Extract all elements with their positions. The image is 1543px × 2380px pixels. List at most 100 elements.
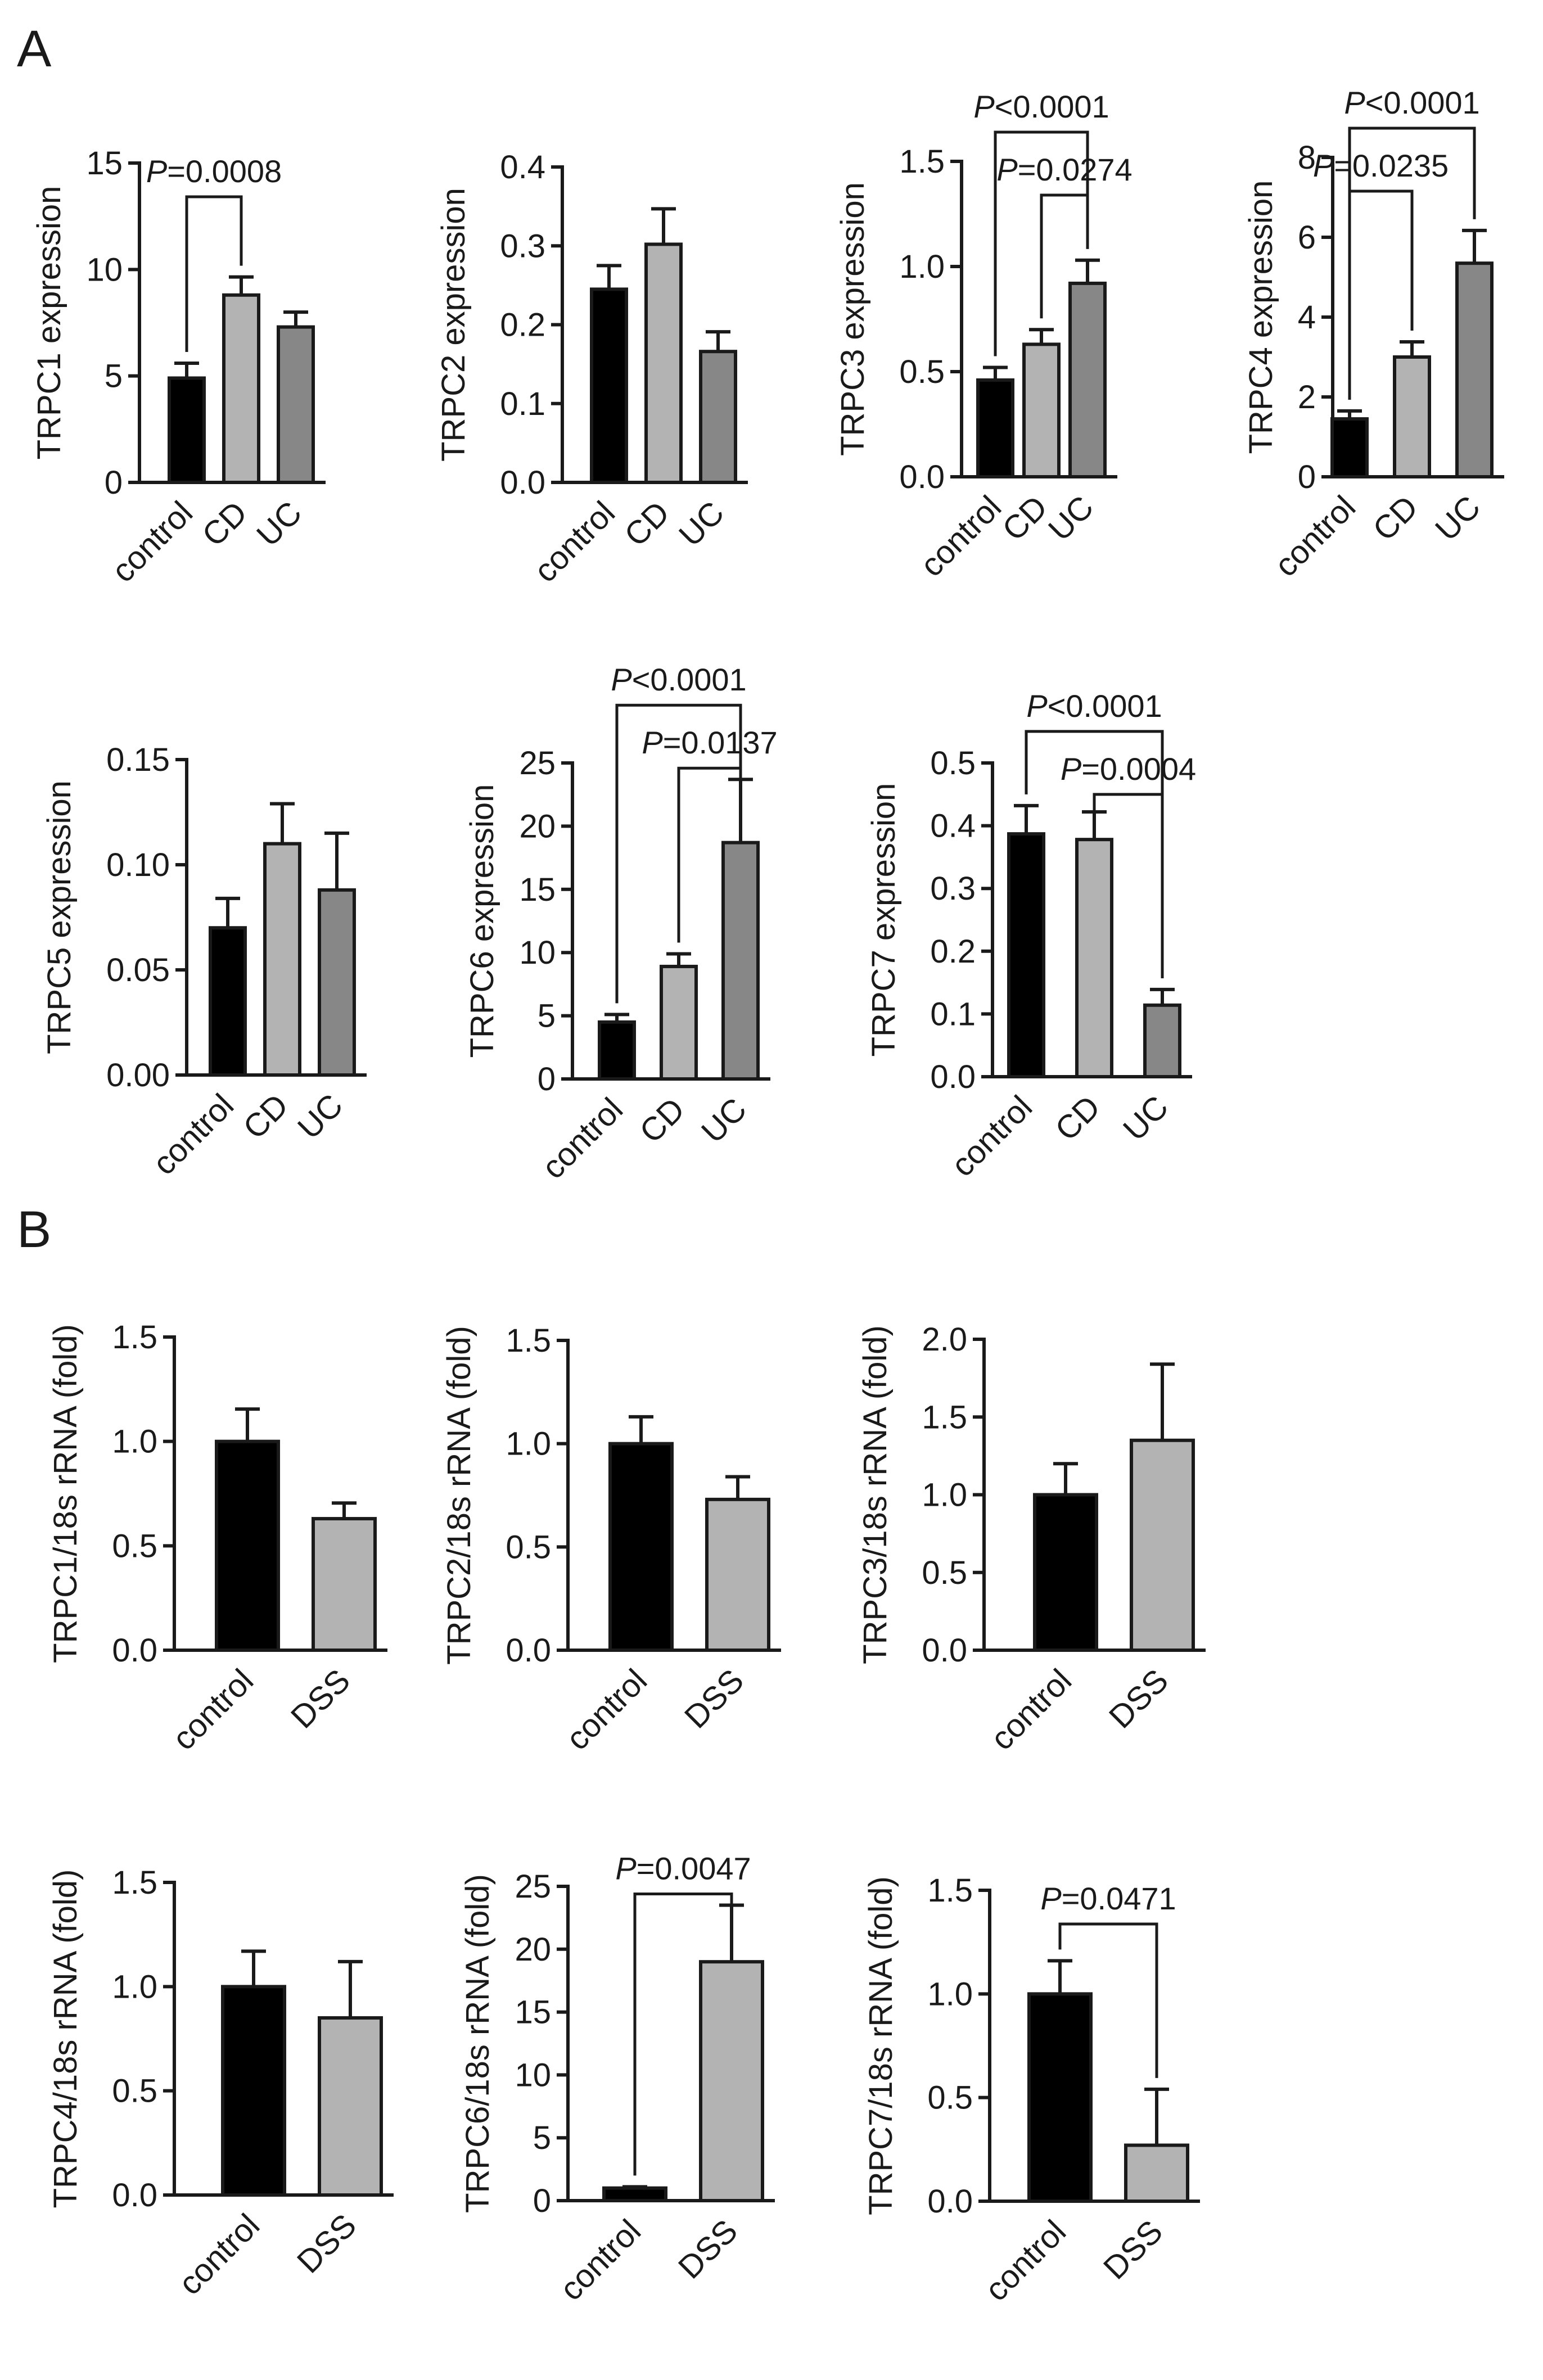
bar-uc (318, 888, 356, 1077)
x-tick-label: CD (1366, 489, 1425, 548)
bar-control (1027, 1992, 1093, 2203)
y-axis-title: TRPC5 expression (41, 780, 78, 1054)
bar-cd (263, 842, 301, 1077)
y-tick-label: 0 (1298, 459, 1316, 495)
bar-control (209, 926, 247, 1077)
bar-dss (312, 1517, 377, 1652)
panel-a-label: A (17, 20, 52, 78)
y-tick-label: 0.0 (930, 1059, 976, 1095)
y-axis-title: TRPC1 expression (31, 186, 67, 460)
y-tick-label: 0.1 (930, 996, 976, 1032)
x-tick-label: control (535, 1091, 630, 1186)
bar-uc (1143, 1003, 1181, 1078)
y-tick-label: 0.3 (930, 870, 976, 907)
significance-label-0: P<0.0001 (1344, 85, 1479, 120)
y-tick-label: 0.5 (927, 2080, 973, 2116)
bar-cd (644, 242, 683, 484)
x-tick-label: UC (694, 1091, 754, 1150)
y-tick-label: 1.5 (506, 1322, 551, 1359)
x-tick-label: control (978, 2213, 1073, 2308)
p-value: =0.0274 (1018, 152, 1133, 187)
y-axis-title: TRPC4 expression (1243, 180, 1279, 454)
y-tick-label: 10 (519, 934, 556, 971)
significance-label-0: P=0.0471 (1040, 1881, 1176, 1916)
x-tick-label: CD (195, 494, 254, 553)
y-tick-label: 15 (86, 145, 123, 182)
significance-label-0: P<0.0001 (611, 662, 746, 697)
bar-cd (660, 964, 698, 1081)
y-tick-label: 0.15 (106, 742, 170, 778)
bar-uc (277, 325, 315, 484)
y-axis-title: TRPC7/18s rRNA (fold) (863, 1876, 899, 2215)
x-tick-label: control (559, 1662, 654, 1757)
y-axis-title: TRPC2/18s rRNA (fold) (441, 1326, 477, 1665)
panel-b-label: B (17, 1201, 51, 1258)
bar-control (976, 378, 1014, 479)
x-tick-label: DSS (1102, 1662, 1175, 1735)
p-value: <0.0001 (995, 89, 1109, 124)
bar-cd (1075, 838, 1113, 1078)
y-tick-label: 1.0 (899, 249, 945, 285)
y-axis-title: TRPC6 expression (464, 784, 500, 1058)
x-tick-label: UC (250, 494, 309, 553)
chart-12: 0 5 10 15 20 25 TRPC6/18s rRNA (fold) control DS… (459, 1851, 775, 2307)
y-tick-label: 1.0 (922, 1477, 967, 1514)
bar-uc (1068, 281, 1107, 478)
significance-bracket (615, 703, 742, 1004)
x-tick-label: control (172, 2207, 267, 2302)
p-symbol: P (615, 1851, 636, 1886)
y-tick-label: 0.0 (112, 2177, 157, 2214)
x-tick-label: control (944, 1089, 1039, 1184)
x-tick-label: DSS (284, 1662, 357, 1735)
p-value: <0.0001 (1048, 688, 1162, 724)
p-symbol: P (973, 89, 994, 124)
y-tick-label: 1.5 (899, 143, 945, 180)
y-tick-label: 0.5 (112, 1528, 157, 1564)
p-value: =0.0047 (637, 1851, 751, 1886)
significance-label-1: P=0.0235 (1313, 148, 1449, 183)
chart-7: 0.0 0.1 0.2 0.3 0.4 0.5 TRPC7 expression contro… (865, 688, 1196, 1184)
x-tick-label: control (105, 494, 200, 589)
bar-control (602, 2186, 667, 2202)
y-tick-label: 0.0 (500, 464, 545, 501)
bar-dss (1130, 1438, 1195, 1652)
significance-label-0: P<0.0001 (1026, 688, 1162, 724)
x-tick-label: control (165, 1662, 260, 1757)
y-tick-label: 0.0 (922, 1632, 967, 1669)
bar-dss (699, 1960, 764, 2202)
y-tick-label: 20 (515, 1931, 551, 1968)
y-tick-label: 0.0 (506, 1632, 551, 1669)
y-tick-label: 0.0 (927, 2183, 973, 2220)
bar-cd (1022, 342, 1061, 478)
x-tick-label: control (1267, 489, 1362, 584)
p-symbol: P (1313, 148, 1334, 183)
significance-label-0: P<0.0001 (973, 89, 1109, 124)
y-tick-label: 1.5 (112, 1319, 157, 1356)
bar-control (590, 287, 628, 484)
bar-uc (721, 841, 760, 1081)
p-value: <0.0001 (632, 662, 747, 697)
y-tick-label: 0.5 (506, 1529, 551, 1565)
y-tick-label: 10 (86, 251, 123, 288)
y-tick-label: 0 (533, 2183, 551, 2219)
y-tick-label: 10 (515, 2057, 551, 2093)
y-tick-label: 2.0 (922, 1321, 967, 1358)
y-tick-label: 5 (533, 2120, 551, 2156)
y-tick-label: 20 (519, 808, 556, 844)
p-value: =0.0235 (1334, 148, 1449, 183)
significance-bracket (1348, 189, 1414, 400)
y-tick-label: 25 (515, 1868, 551, 1905)
y-tick-label: 0.0 (899, 459, 945, 495)
y-axis-title: TRPC2 expression (435, 188, 472, 462)
p-symbol: P (1040, 1881, 1061, 1916)
y-tick-label: 0.5 (899, 354, 945, 390)
x-tick-label: DSS (1097, 2213, 1170, 2286)
bar-control (598, 1020, 636, 1081)
chart-11: 0.0 0.5 1.0 1.5 TRPC4/18s rRNA (fold) control… (47, 1864, 394, 2302)
chart-2: 0.0 0.1 0.2 0.3 0.4 TRPC2 expression controlCD… (435, 149, 748, 589)
p-symbol: P (996, 152, 1017, 187)
y-tick-label: 4 (1298, 299, 1316, 336)
p-value: <0.0001 (1365, 85, 1480, 120)
